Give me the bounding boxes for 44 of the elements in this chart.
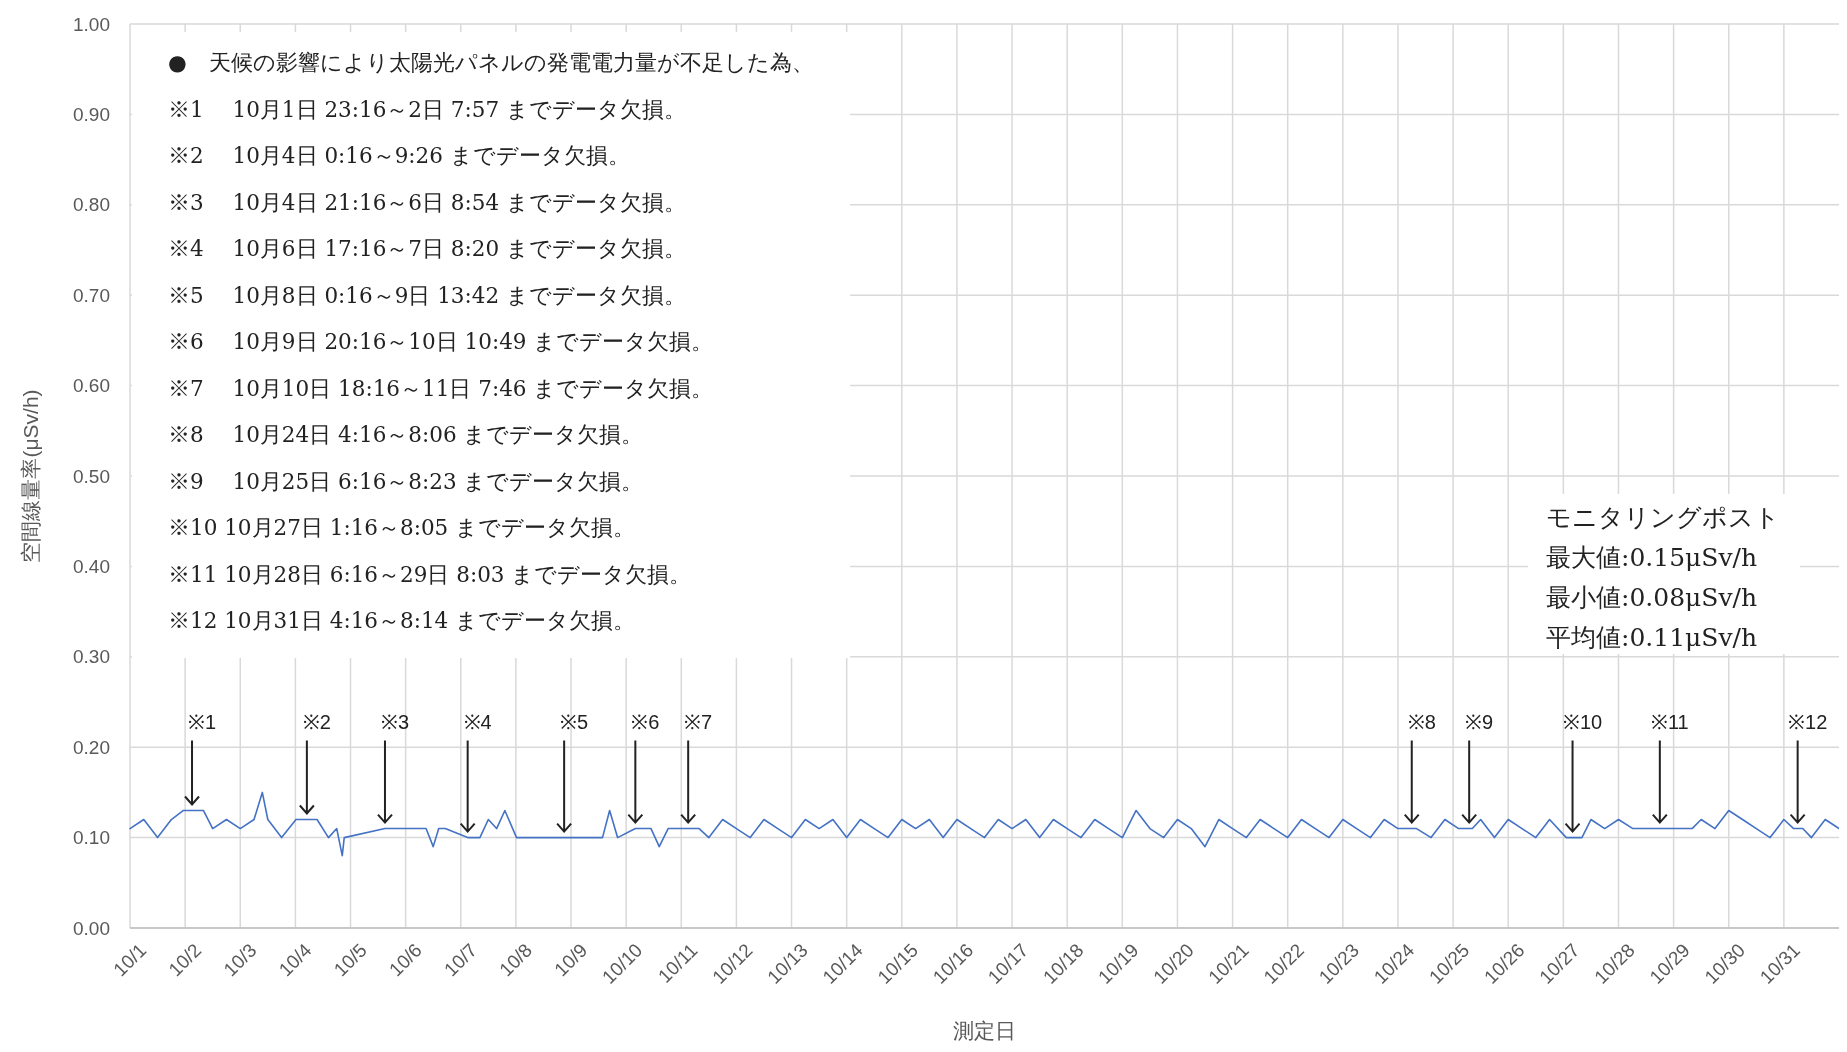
annotation: ※7 10月10日 18:16～11日 7:46 までデータ欠損。 <box>168 375 714 401</box>
annotation: ※1 10月1日 23:16～2日 7:57 までデータ欠損。 <box>168 96 686 122</box>
annotation: モニタリングポスト <box>1546 503 1780 532</box>
annotation: ※9 <box>1465 711 1494 734</box>
y-tick-label: 0.90 <box>73 104 110 126</box>
annotation: ※8 10月24日 4:16～8:06 までデータ欠損。 <box>168 422 644 447</box>
annotation: ※9 10月25日 6:16～8:23 までデータ欠損。 <box>168 468 644 494</box>
annotation: 平均値:0.11μSv/h <box>1546 623 1758 652</box>
annotation: ※5 10月8日 0:16～9日 13:42 までデータ欠損。 <box>168 282 686 308</box>
x-axis-title: 測定日 <box>953 1019 1016 1042</box>
y-tick-label: 0.20 <box>73 736 110 758</box>
annotation: ※4 10月6日 17:16～7日 8:20 までデータ欠損。 <box>168 236 686 261</box>
y-tick-label: 1.00 <box>73 13 110 35</box>
y-tick-label: 0.80 <box>73 194 110 216</box>
annotation: ※3 10月4日 21:16～6日 8:54 までデータ欠損。 <box>168 189 686 215</box>
annotation: ※4 <box>463 711 492 734</box>
annotation: ※11 10月28日 6:16～29日 8:03 までデータ欠損。 <box>168 561 692 587</box>
x-tick-label: 10/6 <box>384 939 426 981</box>
annotation: ※11 <box>1650 711 1689 734</box>
annotation: ※12 10月31日 4:16～8:14 までデータ欠損。 <box>168 608 636 633</box>
y-axis-title: 空間線量率(μSv/h) <box>19 389 42 563</box>
annotation: ※2 <box>302 711 331 734</box>
y-tick-label: 0.40 <box>73 556 110 578</box>
annotation: ● 天候の影響により太陽光パネルの発電電力量が不足した為、 <box>168 50 814 75</box>
annotation: ※3 <box>380 711 410 734</box>
annotation: ※10 10月27日 1:16～8:05 までデータ欠損。 <box>168 515 636 540</box>
annotation: ※6 <box>631 711 660 734</box>
y-tick-label: 0.00 <box>73 917 110 939</box>
annotation: ※8 <box>1407 711 1436 734</box>
y-tick-label: 0.60 <box>73 375 110 397</box>
annotation: ※5 <box>560 711 589 734</box>
y-tick-label: 0.70 <box>73 284 110 306</box>
annotation: ※12 <box>1788 711 1828 734</box>
y-tick-label: 0.50 <box>73 465 110 487</box>
annotation: ※7 <box>684 711 713 734</box>
annotation: ※1 <box>187 711 217 734</box>
annotation: ※2 10月4日 0:16～9:26 までデータ欠損。 <box>168 143 630 168</box>
annotation: 最小値:0.08μSv/h <box>1546 583 1758 612</box>
annotation: 最大値:0.15μSv/h <box>1546 543 1758 572</box>
x-tick-label: 10/1 <box>109 939 151 981</box>
annotation: ※10 <box>1562 711 1603 734</box>
y-tick-label: 0.30 <box>73 646 110 668</box>
annotation: ※6 10月9日 20:16～10日 10:49 までデータ欠損。 <box>168 329 714 354</box>
y-tick-label: 0.10 <box>73 827 110 849</box>
